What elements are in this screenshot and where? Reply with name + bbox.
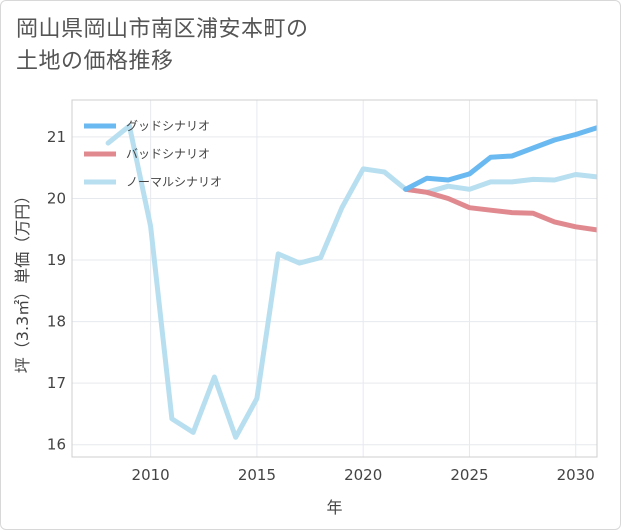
legend-label-1: グッドシナリオ — [126, 119, 210, 133]
x-tick-label-2020: 2020 — [344, 466, 382, 484]
y-tick-label-20: 20 — [47, 189, 66, 207]
legend-label-2: バッドシナリオ — [126, 147, 210, 161]
y-tick-label-18: 18 — [47, 313, 66, 331]
series-line-2 — [403, 186, 597, 233]
y-axis-label: 坪（3.3㎡）単価（万円） — [13, 188, 32, 373]
y-tick-label-16: 16 — [47, 436, 66, 454]
x-tick-label-2030: 2030 — [557, 466, 595, 484]
tick-labels: 2010 2015 2020 2025 2030 16 17 18 19 20 21 — [47, 128, 595, 484]
x-axis-label: 年 — [326, 498, 342, 517]
title-line-2: 土地の価格推移 — [16, 49, 174, 74]
y-tick-label-19: 19 — [47, 251, 66, 269]
x-tick-label-2025: 2025 — [450, 466, 488, 484]
y-tick-label-17: 17 — [47, 374, 66, 392]
x-tick-label-2015: 2015 — [238, 466, 276, 484]
x-tick-label-2010: 2010 — [132, 466, 170, 484]
y-tick-label-21: 21 — [47, 128, 66, 146]
series-lines — [105, 123, 597, 440]
series-line-3 — [105, 123, 597, 440]
title-line-1: 岡山県岡山市南区浦安本町の — [16, 17, 309, 42]
series-line-1 — [403, 125, 597, 192]
plot-border — [71, 99, 598, 458]
legend-label-3: ノーマルシナリオ — [126, 175, 222, 189]
chart-title: 岡山県岡山市南区浦安本町の 土地の価格推移 — [16, 14, 309, 78]
